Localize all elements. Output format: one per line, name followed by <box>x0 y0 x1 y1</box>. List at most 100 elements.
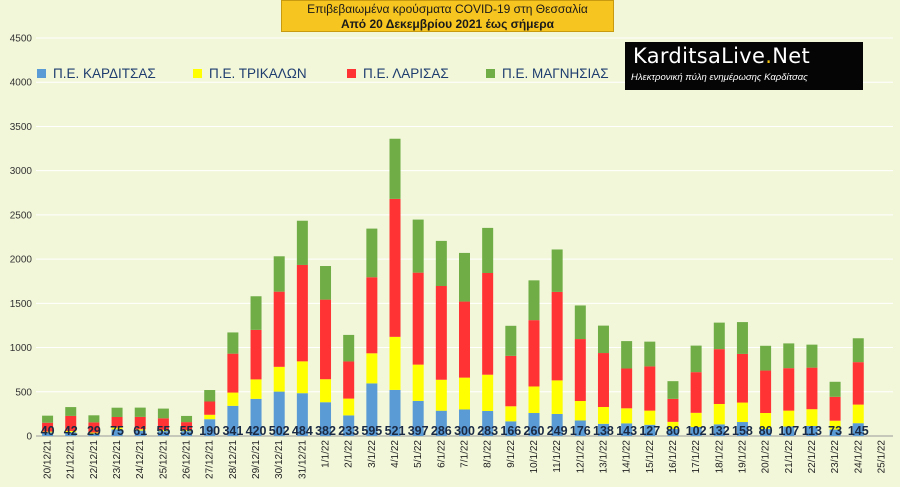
bar-segment <box>644 341 656 367</box>
bar-segment <box>343 361 355 399</box>
data-label: 40 <box>41 424 55 438</box>
bar-segment <box>204 414 216 420</box>
legend-swatch <box>37 69 46 78</box>
x-tick-label: 9/1/22 <box>506 440 517 468</box>
bar-segment <box>435 410 447 436</box>
bar-segment <box>111 429 123 436</box>
bar-segment <box>273 256 285 292</box>
bar-segment <box>783 343 795 369</box>
y-tick-label: 4500 <box>10 34 33 45</box>
bar-segment <box>736 353 748 403</box>
bar-segment <box>713 349 725 404</box>
bar-segment <box>482 410 494 436</box>
bar-segment <box>181 430 193 432</box>
bar-segment <box>157 429 169 432</box>
x-tick-label: 16/1/22 <box>668 440 679 474</box>
bar-segment <box>644 366 656 411</box>
bar-segment <box>806 409 818 427</box>
y-tick-label: 0 <box>26 432 32 443</box>
legend-label: Π.Ε. ΚΑΡΔΙΤΣΑΣ <box>53 66 156 81</box>
bar-segment <box>505 325 517 356</box>
x-tick-label: 18/1/22 <box>714 440 725 474</box>
bar-segment <box>667 428 679 436</box>
data-label: 382 <box>315 424 336 438</box>
bar-segment <box>597 325 609 354</box>
x-tick-label: 28/12/21 <box>228 440 239 479</box>
bar-segment <box>42 415 54 423</box>
bar-segment <box>551 380 563 414</box>
data-label: 75 <box>110 424 124 438</box>
bar-segment <box>852 362 864 405</box>
x-tick-label: 12/1/22 <box>575 440 586 474</box>
x-tick-label: 19/1/22 <box>737 440 748 474</box>
x-tick-label: 23/12/21 <box>112 440 123 479</box>
bar-segment <box>343 398 355 416</box>
bar-segment <box>852 338 864 363</box>
x-tick-label: 24/12/21 <box>135 440 146 479</box>
bar-segment <box>690 345 702 373</box>
bar-segment <box>65 430 77 433</box>
bar-segment <box>435 240 447 286</box>
bar-segment <box>88 422 100 433</box>
data-label: 341 <box>222 424 243 438</box>
x-tick-label: 30/12/21 <box>274 440 285 479</box>
bar-segment <box>482 227 494 273</box>
bar-segment <box>667 398 679 422</box>
bar-segment <box>250 398 262 436</box>
x-tick-label: 8/1/22 <box>483 440 494 468</box>
bar-segment <box>296 264 308 362</box>
bar-segment <box>736 402 748 423</box>
y-tick-label: 1000 <box>10 343 33 354</box>
x-tick-label: 31/12/21 <box>297 440 308 479</box>
bar-segment <box>482 374 494 411</box>
x-tick-label: 26/12/21 <box>182 440 193 479</box>
bar-segment <box>621 423 633 436</box>
bar-segment <box>320 402 332 436</box>
bar-segment <box>227 392 239 406</box>
bar-segment <box>181 415 193 423</box>
x-tick-label: 24/1/22 <box>853 440 864 474</box>
bar-segment <box>806 344 818 368</box>
data-label: 102 <box>686 424 707 438</box>
logo-tagline: Ηλεκτρονική πύλη ενημέρωσης Καρδίτσας <box>631 72 808 83</box>
data-label: 249 <box>547 424 568 438</box>
bar-segment <box>134 416 146 430</box>
bar-segment <box>806 367 818 410</box>
bar-segment <box>273 366 285 392</box>
data-label: 286 <box>431 424 452 438</box>
x-tick-label: 3/1/22 <box>367 440 378 468</box>
x-tick-label: 27/12/21 <box>205 440 216 479</box>
bar-segment <box>227 332 239 354</box>
bar-segment <box>65 432 77 436</box>
data-label: 55 <box>156 424 170 438</box>
bar-segment <box>204 419 216 436</box>
bar-segment <box>459 377 470 410</box>
bar-segment <box>829 396 841 421</box>
bar-segment <box>157 431 169 436</box>
bar-segment <box>713 424 725 436</box>
x-tick-label: 5/1/22 <box>413 440 424 468</box>
data-label: 300 <box>454 424 475 438</box>
data-label: 502 <box>269 424 290 438</box>
logo-brand-right: Net <box>772 44 810 68</box>
bar-segment <box>366 277 378 354</box>
bar-segment <box>412 400 424 436</box>
x-tick-label: 22/1/22 <box>807 440 818 474</box>
data-label: 166 <box>500 424 521 438</box>
data-label: 143 <box>616 424 637 438</box>
x-tick-label: 25/1/22 <box>876 440 887 474</box>
x-tick-label: 13/1/22 <box>598 440 609 474</box>
data-label: 190 <box>199 424 220 438</box>
y-tick-label: 2000 <box>10 255 33 266</box>
x-tick-label: 23/1/22 <box>830 440 841 474</box>
bar-segment <box>65 415 77 431</box>
data-label: 73 <box>828 424 842 438</box>
data-label: 176 <box>570 424 591 438</box>
bar-segment <box>644 424 656 436</box>
bar-segment <box>736 422 748 436</box>
bar-segment <box>134 429 146 431</box>
bar-segment <box>597 406 609 424</box>
bar-segment <box>459 301 470 378</box>
bar-segment <box>574 305 586 340</box>
data-label: 420 <box>246 424 267 438</box>
